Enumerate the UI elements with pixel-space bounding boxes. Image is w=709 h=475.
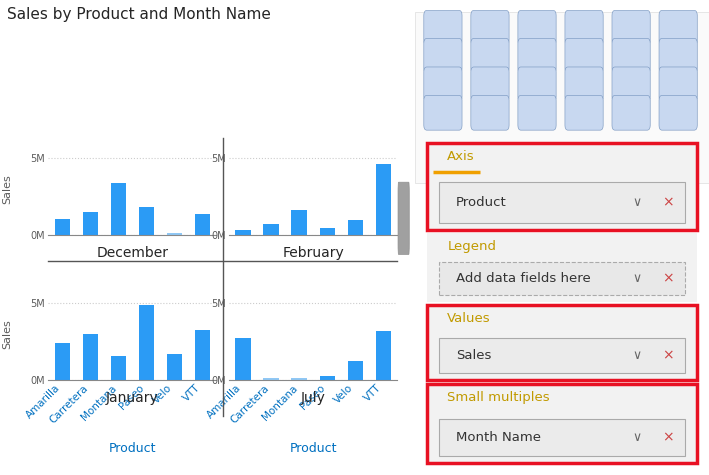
- FancyBboxPatch shape: [565, 38, 603, 73]
- Bar: [82, 333, 98, 380]
- FancyBboxPatch shape: [427, 384, 697, 463]
- FancyBboxPatch shape: [439, 419, 686, 456]
- Text: Axis: Axis: [447, 150, 475, 162]
- Text: Small multiples: Small multiples: [447, 391, 550, 404]
- Text: ×: ×: [662, 430, 674, 444]
- Bar: [167, 354, 182, 380]
- Bar: [235, 338, 251, 380]
- Text: Product: Product: [289, 443, 337, 456]
- Bar: [55, 219, 70, 235]
- Text: Sales: Sales: [2, 319, 12, 349]
- Bar: [264, 379, 279, 380]
- Bar: [167, 233, 182, 235]
- Text: ×: ×: [662, 348, 674, 362]
- Text: ∨: ∨: [632, 431, 642, 444]
- Bar: [55, 343, 70, 380]
- FancyBboxPatch shape: [518, 10, 556, 45]
- FancyBboxPatch shape: [612, 38, 650, 73]
- Bar: [138, 305, 154, 380]
- FancyBboxPatch shape: [398, 182, 409, 255]
- FancyBboxPatch shape: [471, 67, 509, 102]
- Text: ∨: ∨: [632, 349, 642, 362]
- Text: Sales by Product and Month Name: Sales by Product and Month Name: [7, 7, 271, 22]
- Bar: [347, 220, 363, 235]
- Text: ers: ers: [424, 12, 445, 25]
- Bar: [347, 361, 363, 380]
- FancyBboxPatch shape: [612, 95, 650, 130]
- Bar: [82, 212, 98, 235]
- Bar: [235, 230, 251, 235]
- Text: Product: Product: [108, 443, 156, 456]
- Bar: [320, 376, 335, 380]
- FancyBboxPatch shape: [565, 95, 603, 130]
- FancyBboxPatch shape: [431, 150, 481, 174]
- FancyBboxPatch shape: [439, 338, 686, 373]
- Bar: [195, 214, 210, 235]
- Bar: [111, 183, 126, 235]
- FancyBboxPatch shape: [659, 10, 697, 45]
- Text: Sales: Sales: [2, 174, 12, 204]
- FancyBboxPatch shape: [424, 67, 462, 102]
- FancyBboxPatch shape: [427, 142, 697, 230]
- Bar: [320, 228, 335, 235]
- Text: July: July: [301, 391, 325, 405]
- Bar: [291, 210, 307, 235]
- FancyBboxPatch shape: [415, 12, 709, 183]
- FancyBboxPatch shape: [612, 67, 650, 102]
- Bar: [376, 164, 391, 235]
- Bar: [291, 379, 307, 380]
- FancyBboxPatch shape: [471, 95, 509, 130]
- FancyBboxPatch shape: [612, 10, 650, 45]
- Bar: [111, 356, 126, 380]
- Text: ∨: ∨: [632, 272, 642, 285]
- FancyBboxPatch shape: [427, 233, 697, 302]
- FancyBboxPatch shape: [424, 95, 462, 130]
- FancyBboxPatch shape: [561, 150, 610, 174]
- FancyBboxPatch shape: [518, 95, 556, 130]
- FancyBboxPatch shape: [659, 38, 697, 73]
- FancyBboxPatch shape: [427, 305, 697, 380]
- FancyBboxPatch shape: [565, 67, 603, 102]
- Text: Product: Product: [456, 196, 507, 209]
- FancyBboxPatch shape: [518, 67, 556, 102]
- Bar: [264, 224, 279, 235]
- Bar: [138, 207, 154, 235]
- FancyBboxPatch shape: [424, 10, 462, 45]
- FancyBboxPatch shape: [471, 38, 509, 73]
- Text: ×: ×: [662, 271, 674, 285]
- Text: January: January: [106, 391, 159, 405]
- Text: February: February: [282, 246, 344, 260]
- FancyBboxPatch shape: [424, 38, 462, 73]
- FancyBboxPatch shape: [518, 38, 556, 73]
- Text: Add data fields here: Add data fields here: [456, 272, 591, 285]
- Bar: [195, 330, 210, 380]
- Bar: [376, 331, 391, 380]
- FancyBboxPatch shape: [471, 10, 509, 45]
- FancyBboxPatch shape: [659, 95, 697, 130]
- Text: December: December: [96, 246, 168, 260]
- FancyBboxPatch shape: [659, 67, 697, 102]
- Text: Sales: Sales: [456, 349, 491, 362]
- Text: ×: ×: [662, 195, 674, 209]
- FancyBboxPatch shape: [439, 262, 686, 294]
- Text: Legend: Legend: [447, 240, 496, 253]
- FancyBboxPatch shape: [565, 10, 603, 45]
- Text: Values: Values: [447, 312, 491, 325]
- Text: Month Name: Month Name: [456, 431, 541, 444]
- Text: ∨: ∨: [632, 196, 642, 209]
- FancyBboxPatch shape: [439, 182, 686, 223]
- FancyBboxPatch shape: [496, 150, 546, 174]
